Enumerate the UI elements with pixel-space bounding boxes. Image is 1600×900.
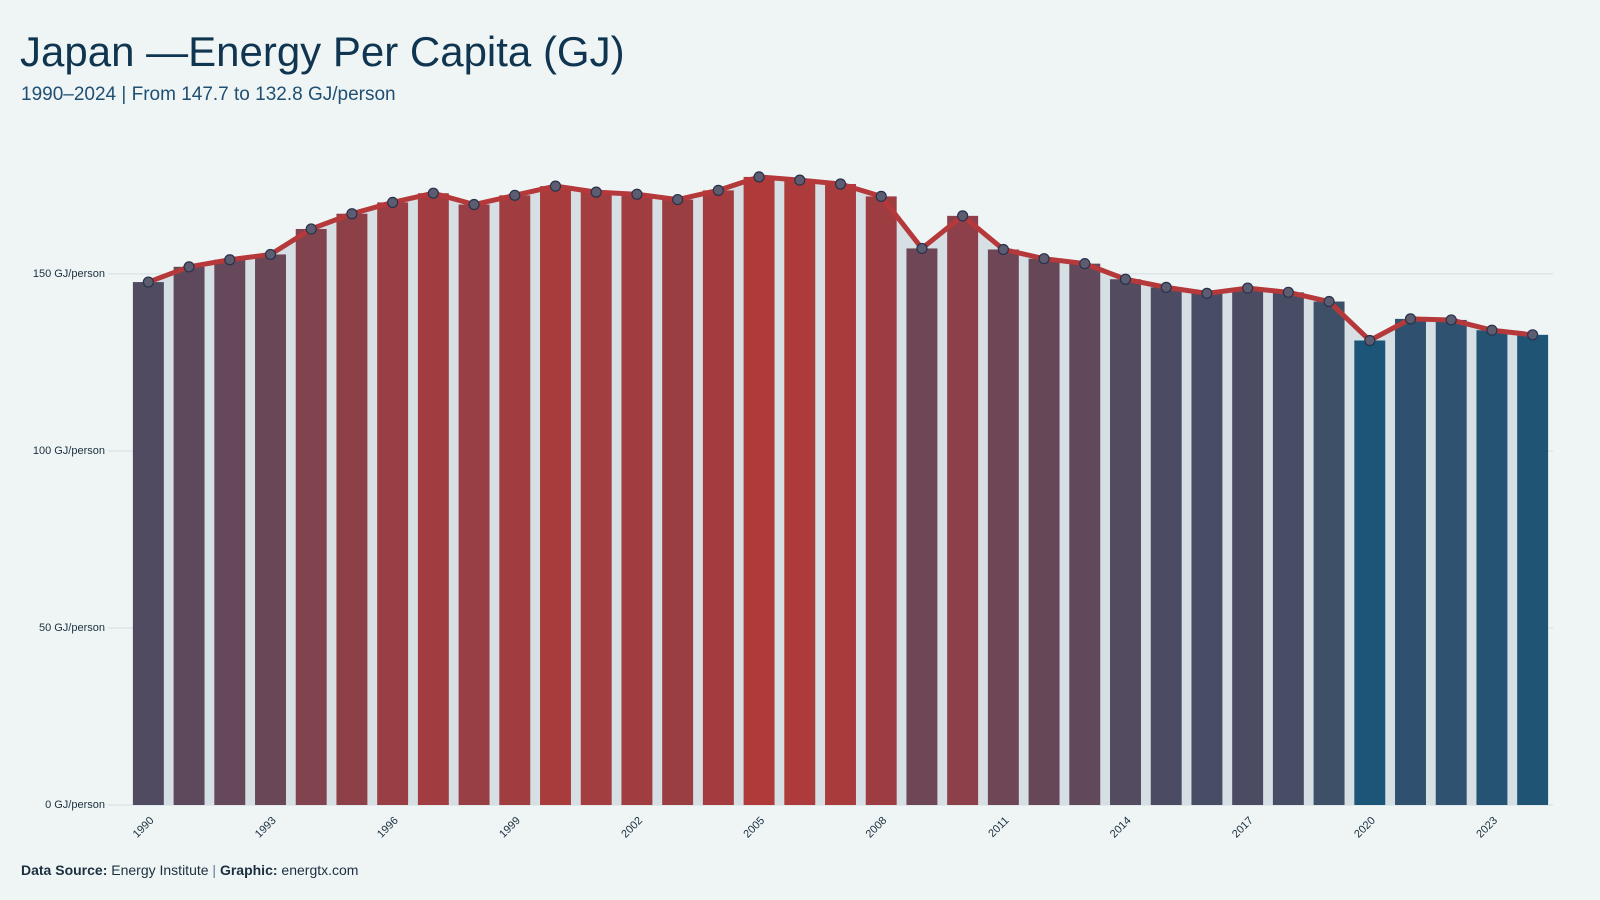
source: Energy Institute bbox=[111, 862, 208, 878]
bar bbox=[1395, 318, 1426, 805]
separator: | bbox=[212, 862, 216, 878]
point bbox=[468, 198, 480, 211]
bar bbox=[417, 193, 449, 806]
x-tick-label: 2002 bbox=[619, 815, 645, 841]
bar bbox=[947, 215, 979, 805]
x-tick-label: 1990 bbox=[131, 815, 157, 841]
bar bbox=[132, 282, 164, 806]
point bbox=[142, 276, 154, 288]
point bbox=[224, 254, 236, 266]
bar bbox=[499, 195, 531, 806]
point bbox=[183, 261, 195, 273]
bar bbox=[906, 248, 938, 806]
x-tick-label: 2011 bbox=[986, 815, 1011, 840]
point bbox=[1404, 313, 1417, 325]
x-tick-label: 2008 bbox=[864, 815, 890, 841]
x-tick-label: 1993 bbox=[253, 815, 279, 841]
point bbox=[1201, 287, 1213, 299]
point bbox=[264, 248, 277, 261]
y-tick-label: 150 GJ/person bbox=[33, 268, 105, 280]
point bbox=[427, 187, 439, 199]
chart-subtitle: 1990–2024 | From 147.7 to 132.8 GJ/perso… bbox=[21, 84, 396, 105]
bar bbox=[1272, 292, 1304, 806]
y-tick-label: 0 GJ/person bbox=[45, 799, 105, 811]
bar bbox=[377, 202, 409, 805]
point bbox=[916, 242, 928, 255]
graphic: energtx.com bbox=[281, 862, 358, 878]
point bbox=[997, 243, 1009, 256]
bar bbox=[1435, 319, 1467, 805]
point bbox=[794, 174, 806, 186]
bar bbox=[825, 183, 856, 805]
x-tick-label: 1996 bbox=[375, 815, 401, 841]
point bbox=[549, 180, 562, 192]
x-tick-label: 2017 bbox=[1230, 815, 1256, 841]
point bbox=[672, 193, 684, 206]
point bbox=[387, 196, 399, 208]
bar bbox=[295, 228, 327, 806]
point bbox=[509, 189, 521, 201]
footer: Data Source: Energy Institute | Graphic:… bbox=[21, 862, 358, 878]
bar bbox=[458, 204, 490, 806]
bar bbox=[702, 190, 734, 805]
bar bbox=[580, 192, 612, 805]
point bbox=[590, 186, 602, 198]
bar bbox=[1028, 258, 1060, 805]
bar bbox=[540, 186, 571, 805]
point bbox=[834, 178, 847, 190]
point bbox=[712, 184, 724, 196]
bar bbox=[1191, 293, 1223, 805]
bar bbox=[173, 266, 205, 805]
bar bbox=[987, 249, 1019, 805]
point bbox=[753, 171, 765, 183]
x-tick-label: 2005 bbox=[741, 815, 767, 841]
bar bbox=[1313, 301, 1345, 805]
bar bbox=[662, 199, 694, 805]
bar bbox=[255, 254, 286, 806]
bar bbox=[336, 213, 368, 805]
point bbox=[1242, 282, 1254, 294]
point bbox=[305, 223, 317, 235]
graphic-label: Graphic: bbox=[220, 862, 278, 878]
x-tick-label: 1999 bbox=[497, 815, 523, 841]
x-tick-label: 2014 bbox=[1108, 815, 1134, 841]
point bbox=[1364, 334, 1376, 347]
point bbox=[1445, 314, 1457, 326]
x-tick-label: 2020 bbox=[1352, 815, 1378, 841]
bar bbox=[1110, 279, 1141, 805]
point bbox=[1486, 324, 1498, 336]
bar bbox=[743, 176, 775, 806]
point bbox=[1282, 286, 1294, 298]
point bbox=[875, 190, 887, 202]
point bbox=[1160, 281, 1172, 293]
chart-title: Japan —Energy Per Capita (GJ) bbox=[20, 28, 625, 75]
y-tick-label: 100 GJ/person bbox=[33, 445, 105, 457]
point bbox=[1323, 295, 1335, 308]
bar bbox=[1069, 263, 1101, 805]
bar bbox=[1476, 330, 1508, 805]
source-label: Data Source: bbox=[21, 862, 107, 878]
point bbox=[631, 188, 643, 200]
bar bbox=[865, 196, 897, 805]
x-tick-label: 2023 bbox=[1474, 815, 1500, 841]
point bbox=[957, 210, 969, 222]
bar bbox=[1517, 334, 1549, 805]
point bbox=[1079, 258, 1091, 270]
bar bbox=[784, 180, 816, 805]
bar bbox=[1354, 340, 1386, 805]
point bbox=[1527, 329, 1539, 341]
point bbox=[1119, 273, 1132, 285]
bar bbox=[214, 259, 246, 806]
point bbox=[346, 208, 358, 220]
bar bbox=[1150, 287, 1182, 805]
y-tick-label: 50 GJ/person bbox=[39, 622, 105, 634]
bar bbox=[621, 194, 653, 805]
bar bbox=[1232, 288, 1264, 806]
point bbox=[1038, 253, 1050, 265]
